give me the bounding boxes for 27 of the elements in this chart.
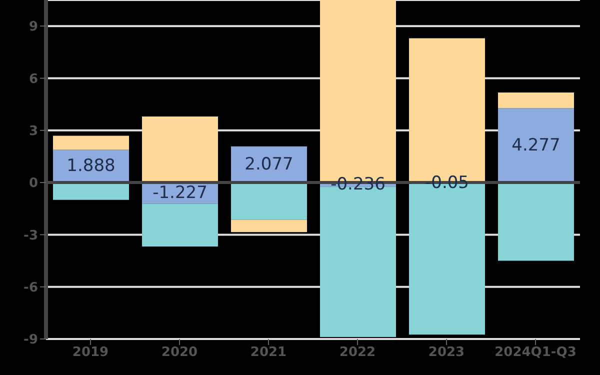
- bar: [142, 204, 218, 246]
- bar: [53, 182, 129, 200]
- y-tick-label: -6: [24, 280, 38, 296]
- data-label: 1.888: [66, 156, 116, 176]
- x-tick-label: 2020: [161, 345, 198, 360]
- x-tick-label: 2024Q1-Q3: [494, 345, 576, 360]
- y-tick-label: 9: [28, 20, 38, 35]
- data-label: 4.277: [512, 135, 560, 156]
- bar: [231, 220, 307, 232]
- y-tick-label: 3: [28, 124, 38, 139]
- y-tick-label: 6: [28, 72, 38, 87]
- bar: [53, 136, 129, 150]
- x-tick-label: 2022: [339, 345, 376, 360]
- data-label: 2.077: [244, 154, 294, 174]
- data-label: -1.227: [152, 183, 208, 204]
- y-tick-label: -3: [24, 228, 38, 244]
- bar: [498, 92, 574, 108]
- y-tick-label: -9: [24, 332, 38, 348]
- bar: [498, 108, 574, 183]
- y-tick-label: 0: [28, 176, 38, 192]
- bar: [142, 116, 218, 183]
- x-tick-label: 2023: [428, 345, 465, 360]
- data-label: -0.05: [425, 172, 469, 193]
- bar: [498, 182, 574, 261]
- bar: [231, 182, 307, 220]
- x-tick-label: 2021: [250, 345, 287, 360]
- x-tick-label: 2019: [72, 345, 109, 360]
